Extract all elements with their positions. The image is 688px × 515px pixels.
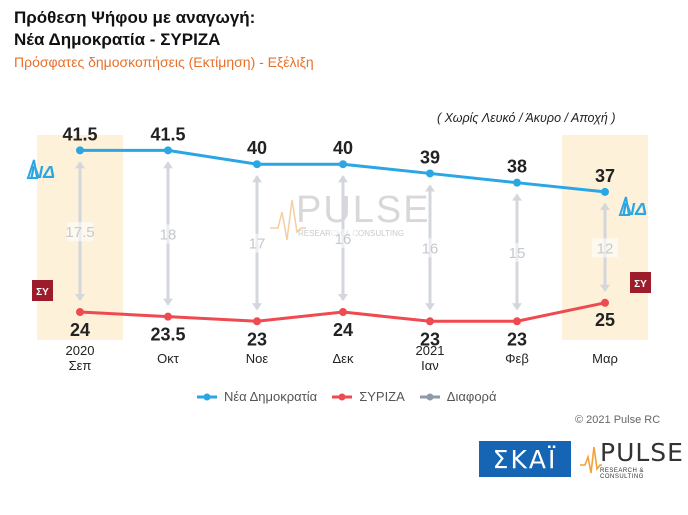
legend-item-nd: Νέα Δημοκρατία: [196, 389, 317, 404]
diff-label-0: 17.5: [65, 224, 94, 241]
syriza-logo-text-0: ΣΥ: [36, 287, 49, 298]
label-syriza-2: 23: [247, 329, 267, 349]
x-tick-label-6: Μαρ: [592, 351, 618, 366]
point-nd-1: [164, 146, 172, 155]
nd-logo-text-1: ΝΔ: [622, 199, 647, 219]
point-syriza-4: [426, 317, 434, 326]
diff-label-bg-3: [330, 229, 356, 249]
point-nd-6: [601, 187, 609, 196]
x-tick-label-3: Δεκ: [333, 351, 354, 366]
copyright: © 2021 Pulse RC: [575, 414, 661, 426]
legend-label-diff: Διαφορά: [446, 389, 497, 404]
point-nd-2: [253, 160, 261, 169]
pulse-logo-sub: RESEARCH & CONSULTING: [600, 468, 645, 480]
diff-arrow-head-top-1: [163, 161, 173, 169]
watermark-word: PULSE: [296, 189, 431, 231]
point-nd-0: [76, 146, 84, 155]
diff-label-6: 12: [597, 240, 614, 257]
diff-arrow-head-bottom-1: [163, 298, 173, 306]
diff-arrow-head-bottom-3: [338, 294, 348, 302]
diff-arrow-head-top-4: [425, 184, 435, 192]
x-tick-label-5: Φεβ: [505, 351, 529, 366]
point-syriza-0: [76, 308, 84, 317]
diff-arrow-head-top-3: [338, 175, 348, 183]
legend-item-syriza: ΣΥΡΙΖΑ: [331, 389, 405, 404]
label-syriza-0: 24: [70, 320, 90, 340]
diff-arrow-head-bottom-6: [600, 284, 610, 292]
chart-note: ( Χωρίς Λευκό / Άκυρο / Αποχή ): [437, 111, 616, 125]
legend-label-nd: Νέα Δημοκρατία: [224, 389, 318, 404]
point-nd-5: [513, 178, 521, 187]
nd-logo-text-0: ΝΔ: [30, 162, 55, 182]
diff-arrow-head-bottom-0: [75, 294, 85, 302]
label-nd-3: 40: [333, 138, 353, 158]
point-nd-4: [426, 169, 434, 178]
watermark-wave-icon: [270, 199, 306, 241]
diff-label-3: 16: [335, 231, 352, 248]
diff-arrow-head-top-6: [600, 202, 610, 210]
x-tick-label-1: Οκτ: [157, 351, 180, 366]
diff-arrow-head-bottom-5: [512, 303, 522, 311]
label-nd-4: 39: [420, 147, 440, 167]
label-syriza-6: 25: [595, 310, 615, 330]
diff-arrow-head-bottom-2: [252, 303, 262, 311]
point-syriza-3: [339, 308, 347, 317]
label-nd-0: 41.5: [62, 124, 97, 144]
pulse-logo: PULSE RESEARCH & CONSULTING: [580, 438, 685, 481]
syriza-logo-0: [32, 280, 53, 301]
diff-arrow-head-bottom-4: [425, 303, 435, 311]
diff-label-2: 17: [249, 236, 266, 253]
diff-label-bg-5: [504, 242, 530, 262]
chart-subtitle: Πρόσφατες δημοσκοπήσεις (Εκτίμηση) - Εξέ…: [14, 54, 314, 70]
label-syriza-5: 23: [507, 329, 527, 349]
x-tick-year-4: 2021: [416, 343, 445, 358]
diff-label-1: 18: [160, 227, 177, 244]
label-syriza-4: 23: [420, 329, 440, 349]
diff-arrow-head-top-5: [512, 193, 522, 201]
point-syriza-2: [253, 317, 261, 326]
label-nd-2: 40: [247, 138, 267, 158]
label-nd-1: 41.5: [150, 124, 185, 144]
skai-logo: ΣΚΑΪ: [479, 441, 571, 477]
chart-legend: Νέα Δημοκρατία ΣΥΡΙΖΑ Διαφορά: [196, 389, 496, 404]
label-nd-5: 38: [507, 157, 527, 177]
point-syriza-6: [601, 298, 609, 307]
legend-swatch-syriza: [332, 393, 353, 400]
legend-item-diff: Διαφορά: [419, 389, 497, 404]
diff-label-bg-2: [244, 233, 270, 253]
pulse-logo-word: PULSE: [600, 438, 684, 467]
label-nd-6: 37: [595, 166, 615, 186]
diff-label-bg-0: [67, 222, 93, 242]
diff-label-bg-4: [417, 238, 443, 258]
diff-label-bg-6: [592, 238, 618, 258]
diff-arrow-head-top-0: [75, 161, 85, 169]
pulse-wave-icon: [580, 446, 602, 474]
x-tick-label-2: Noε: [246, 351, 269, 366]
point-syriza-1: [164, 312, 172, 321]
x-tick-label-4: Ιαν: [421, 358, 439, 373]
chart-title-line1: Πρόθεση Ψήφου με αναγωγή:: [14, 8, 256, 27]
point-syriza-5: [513, 317, 521, 326]
legend-swatch-diff: [419, 393, 440, 400]
x-tick-label-0: Σεπ: [69, 358, 92, 373]
legend-swatch-nd: [197, 393, 217, 400]
syriza-logo-1: [630, 272, 651, 293]
label-syriza-3: 24: [333, 320, 353, 340]
x-tick-year-0: 2020: [66, 343, 95, 358]
nd-logo-triangle-1: [618, 196, 631, 216]
diff-label-5: 15: [509, 245, 526, 262]
nd-logo-triangle-0: [26, 159, 39, 179]
label-syriza-1: 23.5: [150, 325, 185, 345]
diff-label-bg-1: [155, 224, 181, 244]
chart-title-line2: Νέα Δημοκρατία - ΣΥΡΙΖΑ: [14, 30, 221, 49]
diff-arrow-head-top-2: [252, 175, 262, 183]
diff-label-4: 16: [422, 240, 439, 257]
syriza-logo-text-1: ΣΥ: [634, 279, 647, 290]
point-nd-3: [339, 160, 347, 169]
legend-label-syriza: ΣΥΡΙΖΑ: [359, 389, 405, 404]
